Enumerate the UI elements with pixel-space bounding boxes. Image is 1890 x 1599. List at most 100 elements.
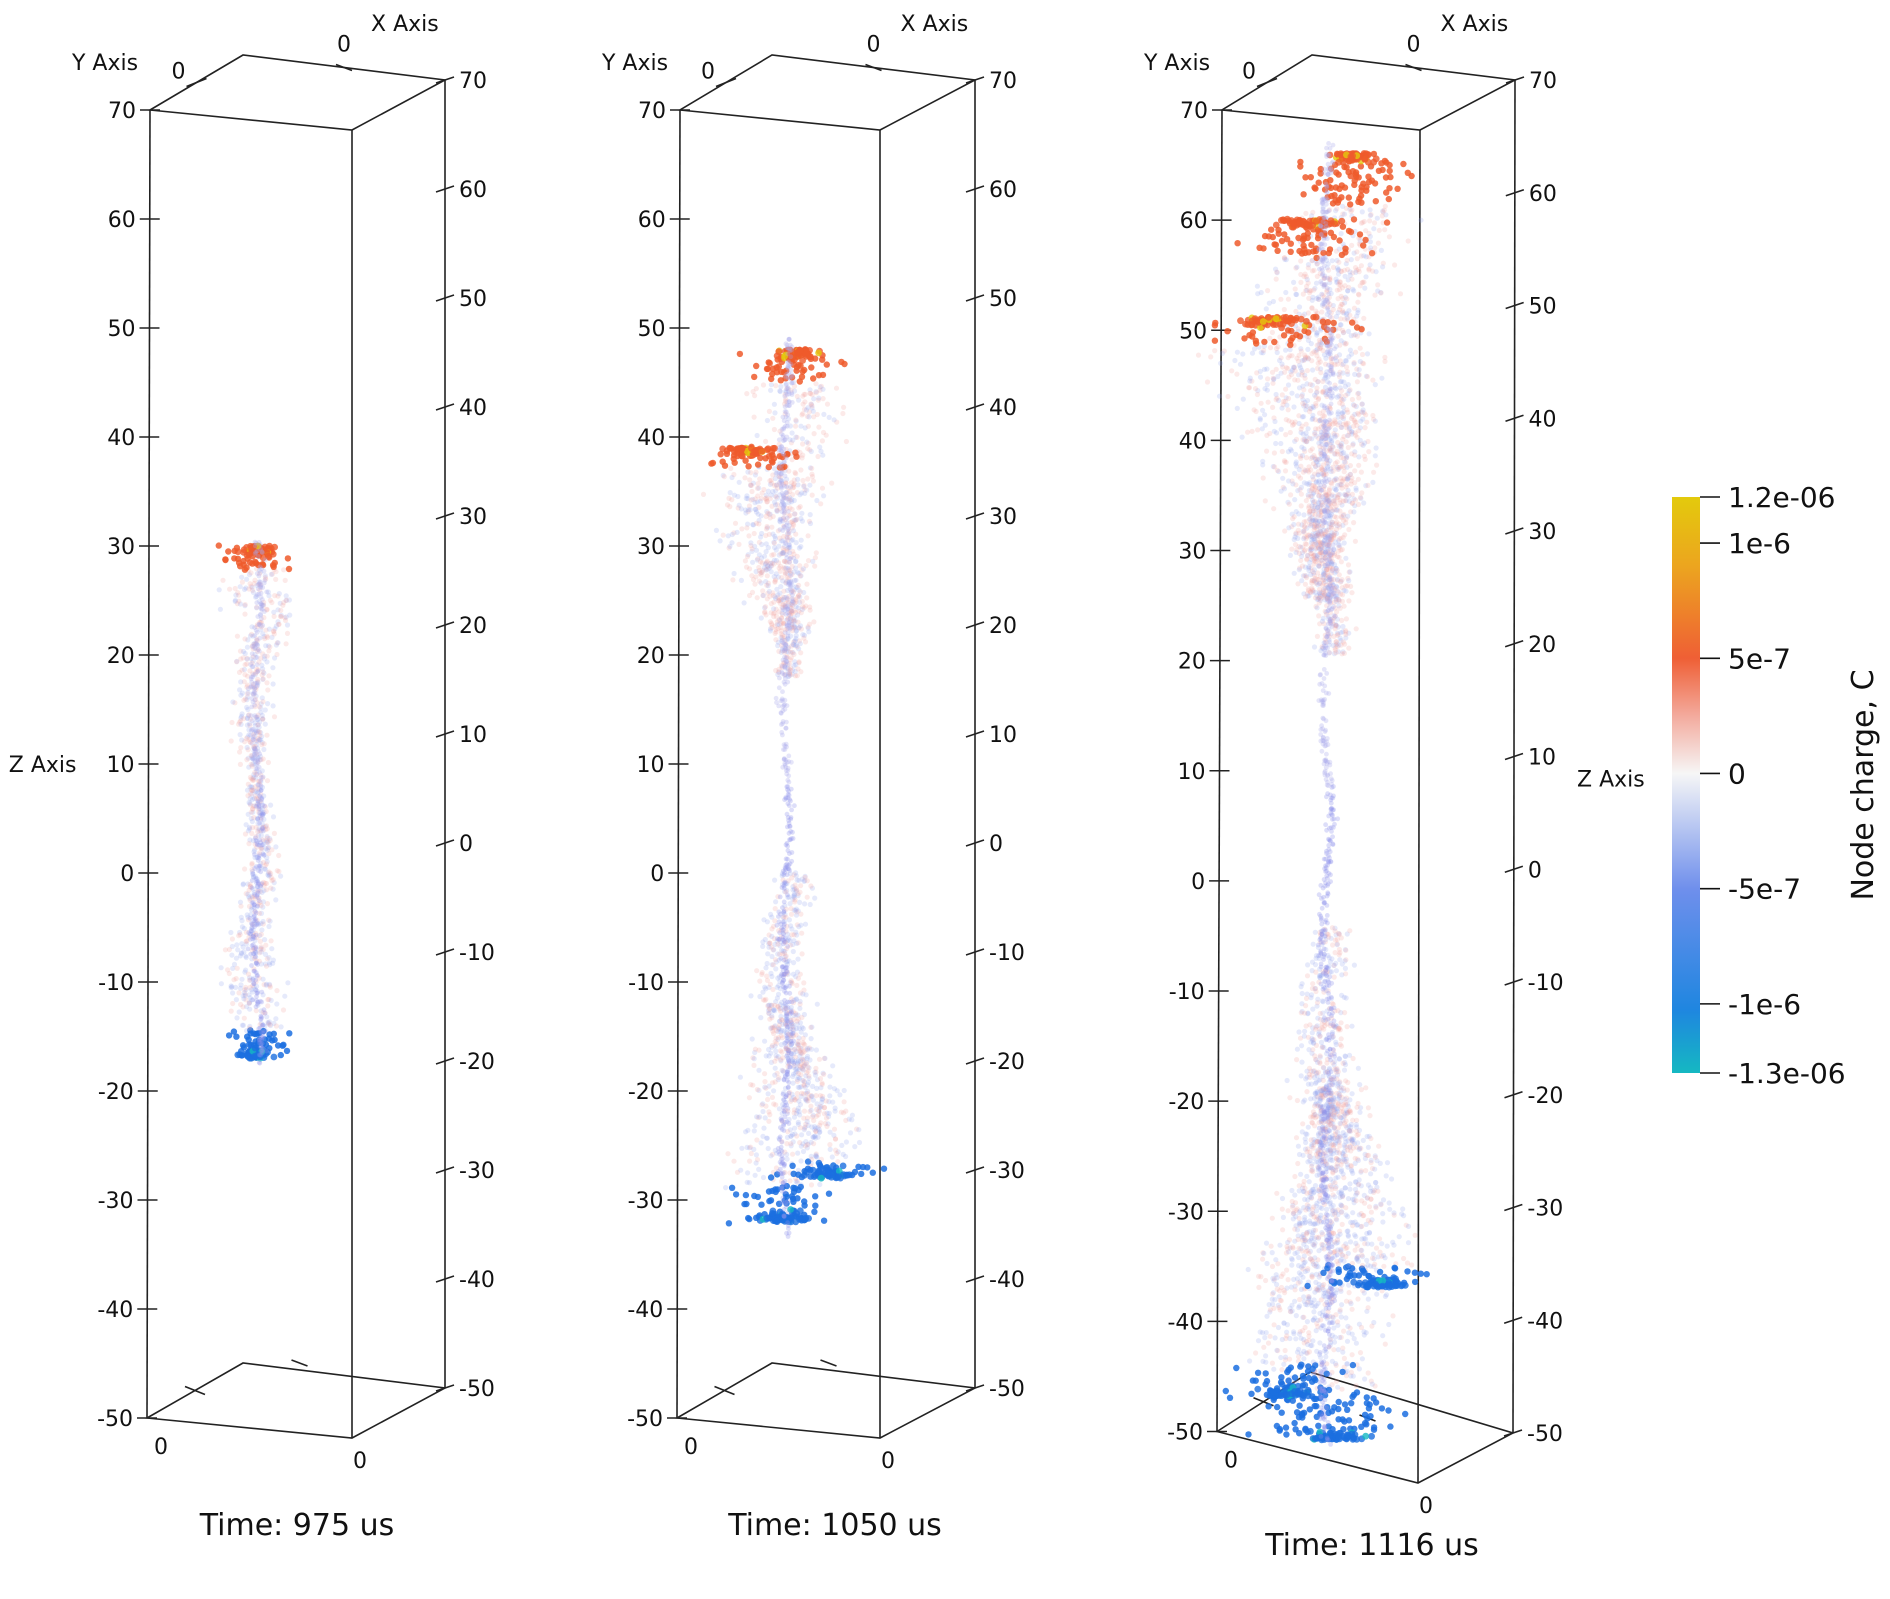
charge-node [1283,289,1289,296]
z-tick-label: 20 [989,614,1017,639]
charge-node [255,646,261,652]
charge-node [1405,238,1411,244]
charge-node [784,965,790,970]
charge-node [800,1172,808,1179]
z-tick-label: 40 [637,426,665,451]
charge-node [246,1000,253,1006]
charge-node [243,938,249,945]
charge-node [244,682,251,688]
charge-node [270,665,276,671]
charge-node [248,728,254,734]
charge-node [250,589,256,596]
charge-node [751,1128,757,1134]
charge-node [253,714,259,720]
charge-node [764,596,770,602]
charge-node [240,881,246,887]
charge-node [250,982,256,989]
charge-node [755,481,761,487]
charge-node [785,1220,790,1226]
charge-node [765,463,772,471]
charge-node [258,1008,264,1014]
charge-node [251,904,257,910]
charge-node [1375,240,1381,246]
charge-node [283,597,289,604]
charge-node [1353,626,1359,632]
charge-node [791,497,797,504]
charge-node [251,745,257,751]
charge-node [776,464,782,469]
z-tick-label: 0 [120,862,134,887]
charge-node [784,872,790,878]
charge-node [782,761,788,767]
charge-node [832,1105,838,1111]
charge-node [1352,419,1358,425]
charge-node [819,356,826,363]
charge-node [260,775,266,781]
charge-node [1361,453,1368,459]
charge-node [784,659,789,665]
charge-node [228,929,234,936]
charge-node [765,1007,772,1014]
charge-node [806,1130,812,1136]
charge-node [273,1016,279,1022]
charge-node [1352,468,1358,474]
charge-node [253,727,259,734]
charge-node [796,1215,803,1223]
z-tick-label: 40 [107,426,135,451]
charge-node [249,878,255,883]
charge-node [810,375,817,382]
charge-node [252,720,258,726]
charge-node [831,1126,838,1132]
charge-node [257,1060,263,1066]
charge-node [796,347,804,354]
charge-node [782,706,788,712]
charge-node [786,1058,792,1064]
charge-node [789,380,795,386]
y-axis-name: Y Axis [601,51,668,76]
charge-node [794,1180,800,1186]
charge-node [858,1170,865,1178]
charge-node [772,535,779,542]
charge-node [263,861,270,867]
charge-node [1367,262,1373,268]
charge-node [785,1069,791,1075]
charge-node [771,1088,777,1094]
charge-node [758,1201,765,1208]
charge-node [1289,546,1295,552]
charge-node [242,602,248,608]
charge-node [750,577,757,583]
charge-node [266,917,272,923]
z-tick-label: -40 [627,1298,663,1323]
charge-node [843,1171,850,1179]
charge-node [749,488,755,495]
charge-node [763,612,769,618]
x-tick-label: 0 [353,1449,367,1474]
charge-node [790,437,796,443]
charge-node [777,930,783,936]
charge-node [767,981,774,988]
charge-node [270,1053,278,1061]
charge-node [246,992,252,998]
charge-node [783,341,789,347]
charge-node [228,1008,234,1014]
charge-node [791,651,797,658]
charge-node [801,483,807,489]
charge-node [234,942,240,948]
charge-node [780,451,786,456]
charge-node [248,784,254,790]
charge-node [1331,192,1338,199]
charge-node [780,671,785,676]
z-tick-label: 40 [459,396,487,421]
charge-node [243,967,249,973]
charge-node [788,573,793,578]
charge-node [795,1121,802,1127]
charge-node [250,646,256,652]
charge-node [256,810,263,816]
charge-node [790,528,797,534]
charge-node [713,527,720,534]
charge-node [770,489,776,495]
charge-node [1356,269,1362,275]
charge-node [784,1156,790,1162]
charge-node [241,996,247,1002]
